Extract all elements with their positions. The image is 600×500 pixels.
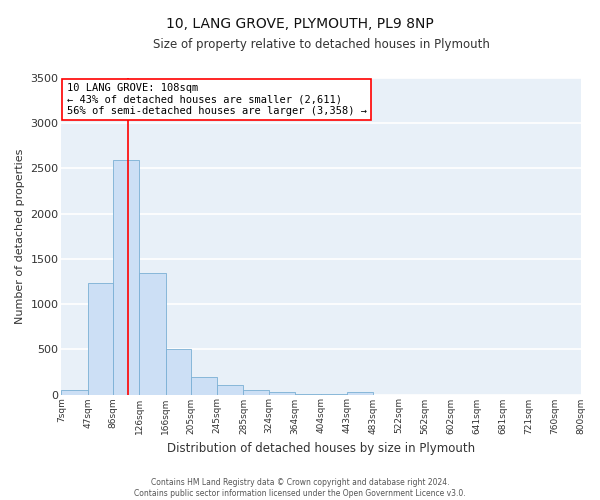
Y-axis label: Number of detached properties: Number of detached properties — [15, 148, 25, 324]
Text: Contains HM Land Registry data © Crown copyright and database right 2024.
Contai: Contains HM Land Registry data © Crown c… — [134, 478, 466, 498]
Bar — [217, 384, 244, 394]
Bar — [347, 392, 373, 394]
Bar — [269, 392, 295, 394]
Bar — [191, 377, 217, 394]
X-axis label: Distribution of detached houses by size in Plymouth: Distribution of detached houses by size … — [167, 442, 475, 455]
Title: Size of property relative to detached houses in Plymouth: Size of property relative to detached ho… — [152, 38, 490, 51]
Bar — [139, 274, 166, 394]
Bar — [166, 350, 191, 395]
Bar — [113, 160, 139, 394]
Bar — [244, 390, 269, 394]
Bar — [88, 284, 113, 395]
Bar — [61, 390, 88, 394]
Text: 10 LANG GROVE: 108sqm
← 43% of detached houses are smaller (2,611)
56% of semi-d: 10 LANG GROVE: 108sqm ← 43% of detached … — [67, 83, 367, 116]
Text: 10, LANG GROVE, PLYMOUTH, PL9 8NP: 10, LANG GROVE, PLYMOUTH, PL9 8NP — [166, 18, 434, 32]
